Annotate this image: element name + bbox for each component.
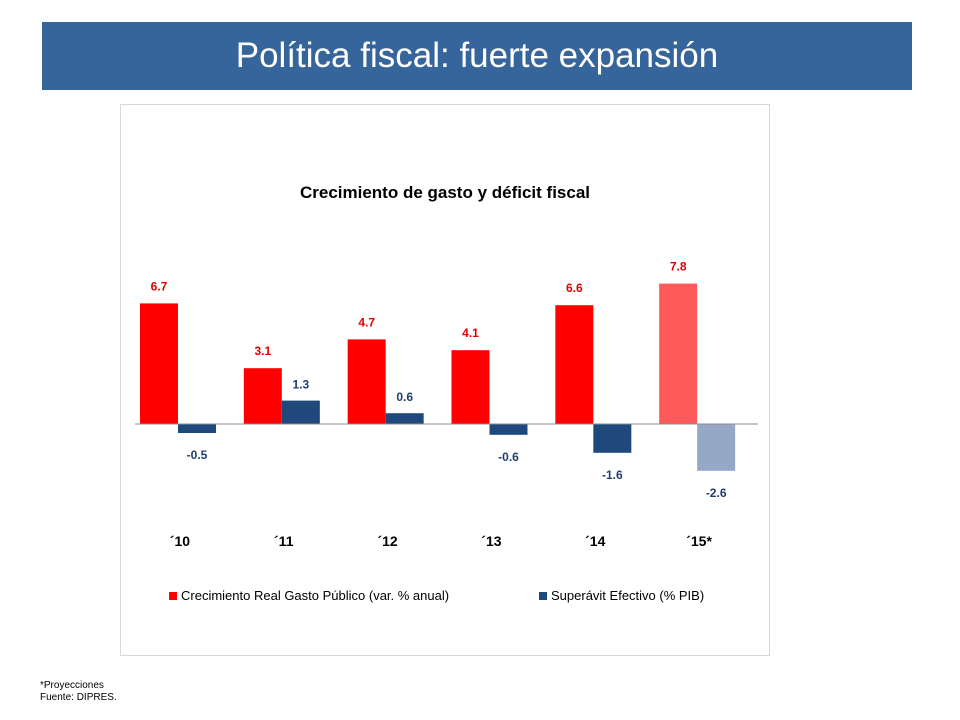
surplus-value-label-0: -0.5 [187,448,208,462]
spending-bar-2 [347,339,386,424]
surplus-bar-2 [385,413,424,424]
surplus-bar-3 [489,424,528,435]
surplus-bar-0 [178,424,216,433]
surplus-bar-4 [593,424,632,453]
category-label-2: ´12 [377,533,397,549]
spending-value-label-1: 3.1 [254,344,271,358]
surplus-value-label-4: -1.6 [602,468,623,482]
category-label-5: ´15* [686,533,712,549]
bars-layer [140,283,736,471]
category-label-4: ´14 [585,533,605,549]
category-label-3: ´13 [481,533,501,549]
spending-value-label-0: 6.7 [151,279,168,293]
surplus-bar-1 [281,400,320,424]
spending-bar-3 [451,350,490,424]
spending-value-label-3: 4.1 [462,326,479,340]
spending-bar-4 [555,305,594,424]
legend: Crecimiento Real Gasto Público (var. % a… [169,588,704,603]
surplus-value-label-3: -0.6 [498,450,519,464]
bar-chart: Crecimiento de gasto y déficit fiscal 6.… [135,183,758,603]
slide-title: Política fiscal: fuerte expansión [235,36,719,75]
spending-bar-0 [140,303,178,424]
source-note: Fuente: DIPRES. [40,692,117,703]
spending-bar-5 [659,283,698,424]
surplus-value-label-2: 0.6 [396,390,413,404]
category-label-0: ´10 [170,533,190,549]
legend-spending-swatch [169,592,177,600]
spending-bar-1 [243,368,282,424]
legend-surplus-label: Superávit Efectivo (% PIB) [551,588,704,603]
spending-value-label-4: 6.6 [566,281,583,295]
category-label-1: ´11 [274,533,294,549]
surplus-value-label-5: -2.6 [706,486,727,500]
surplus-value-label-1: 1.3 [292,378,309,392]
chart-title: Crecimiento de gasto y déficit fiscal [300,183,590,202]
legend-spending-label: Crecimiento Real Gasto Público (var. % a… [181,588,449,603]
projection-note: *Proyecciones [40,680,104,691]
spending-value-label-5: 7.8 [670,260,687,274]
legend-surplus-swatch [539,592,547,600]
labels-layer: 6.7 -0.5 ´10 3.1 1.3 ´11 4.7 0.6 ´12 4.1 -0.6 ´13 6.… [151,260,727,549]
chart-area: Crecimiento de gasto y déficit fiscal 6.… [120,104,770,656]
surplus-bar-5 [697,424,736,471]
footnote-block: *Proyecciones Fuente: DIPRES. [40,680,117,704]
title-banner: Política fiscal: fuerte expansión [42,22,912,90]
spending-value-label-2: 4.7 [358,315,375,329]
